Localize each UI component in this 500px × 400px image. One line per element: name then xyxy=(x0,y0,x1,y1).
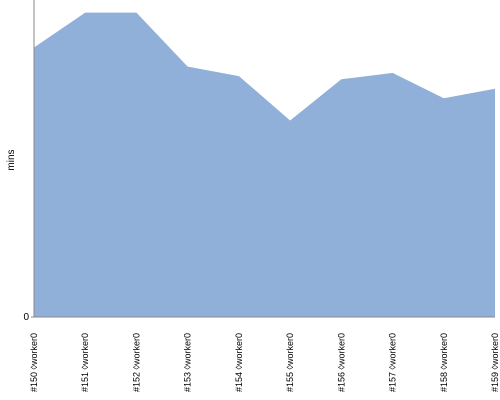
y-tick-label: 0 xyxy=(23,312,29,323)
x-tick-label: #158 ◊worker0 xyxy=(439,333,449,392)
x-tick-label: #157 ◊worker0 xyxy=(388,333,398,392)
y-axis-label: mins xyxy=(6,149,17,170)
x-tick-label: #154 ◊worker0 xyxy=(234,333,244,392)
x-tick-label: #155 ◊worker0 xyxy=(285,333,295,392)
x-tick-label: #153 ◊worker0 xyxy=(183,333,193,392)
x-tick-label: #152 ◊worker0 xyxy=(131,333,141,392)
x-tick-label: #159 ◊worker0 xyxy=(490,333,500,392)
x-tick-label: #156 ◊worker0 xyxy=(336,333,346,392)
area xyxy=(34,12,495,318)
x-tick-label: #151 ◊worker0 xyxy=(80,333,90,392)
x-tick-label: #150 ◊worker0 xyxy=(29,333,39,392)
